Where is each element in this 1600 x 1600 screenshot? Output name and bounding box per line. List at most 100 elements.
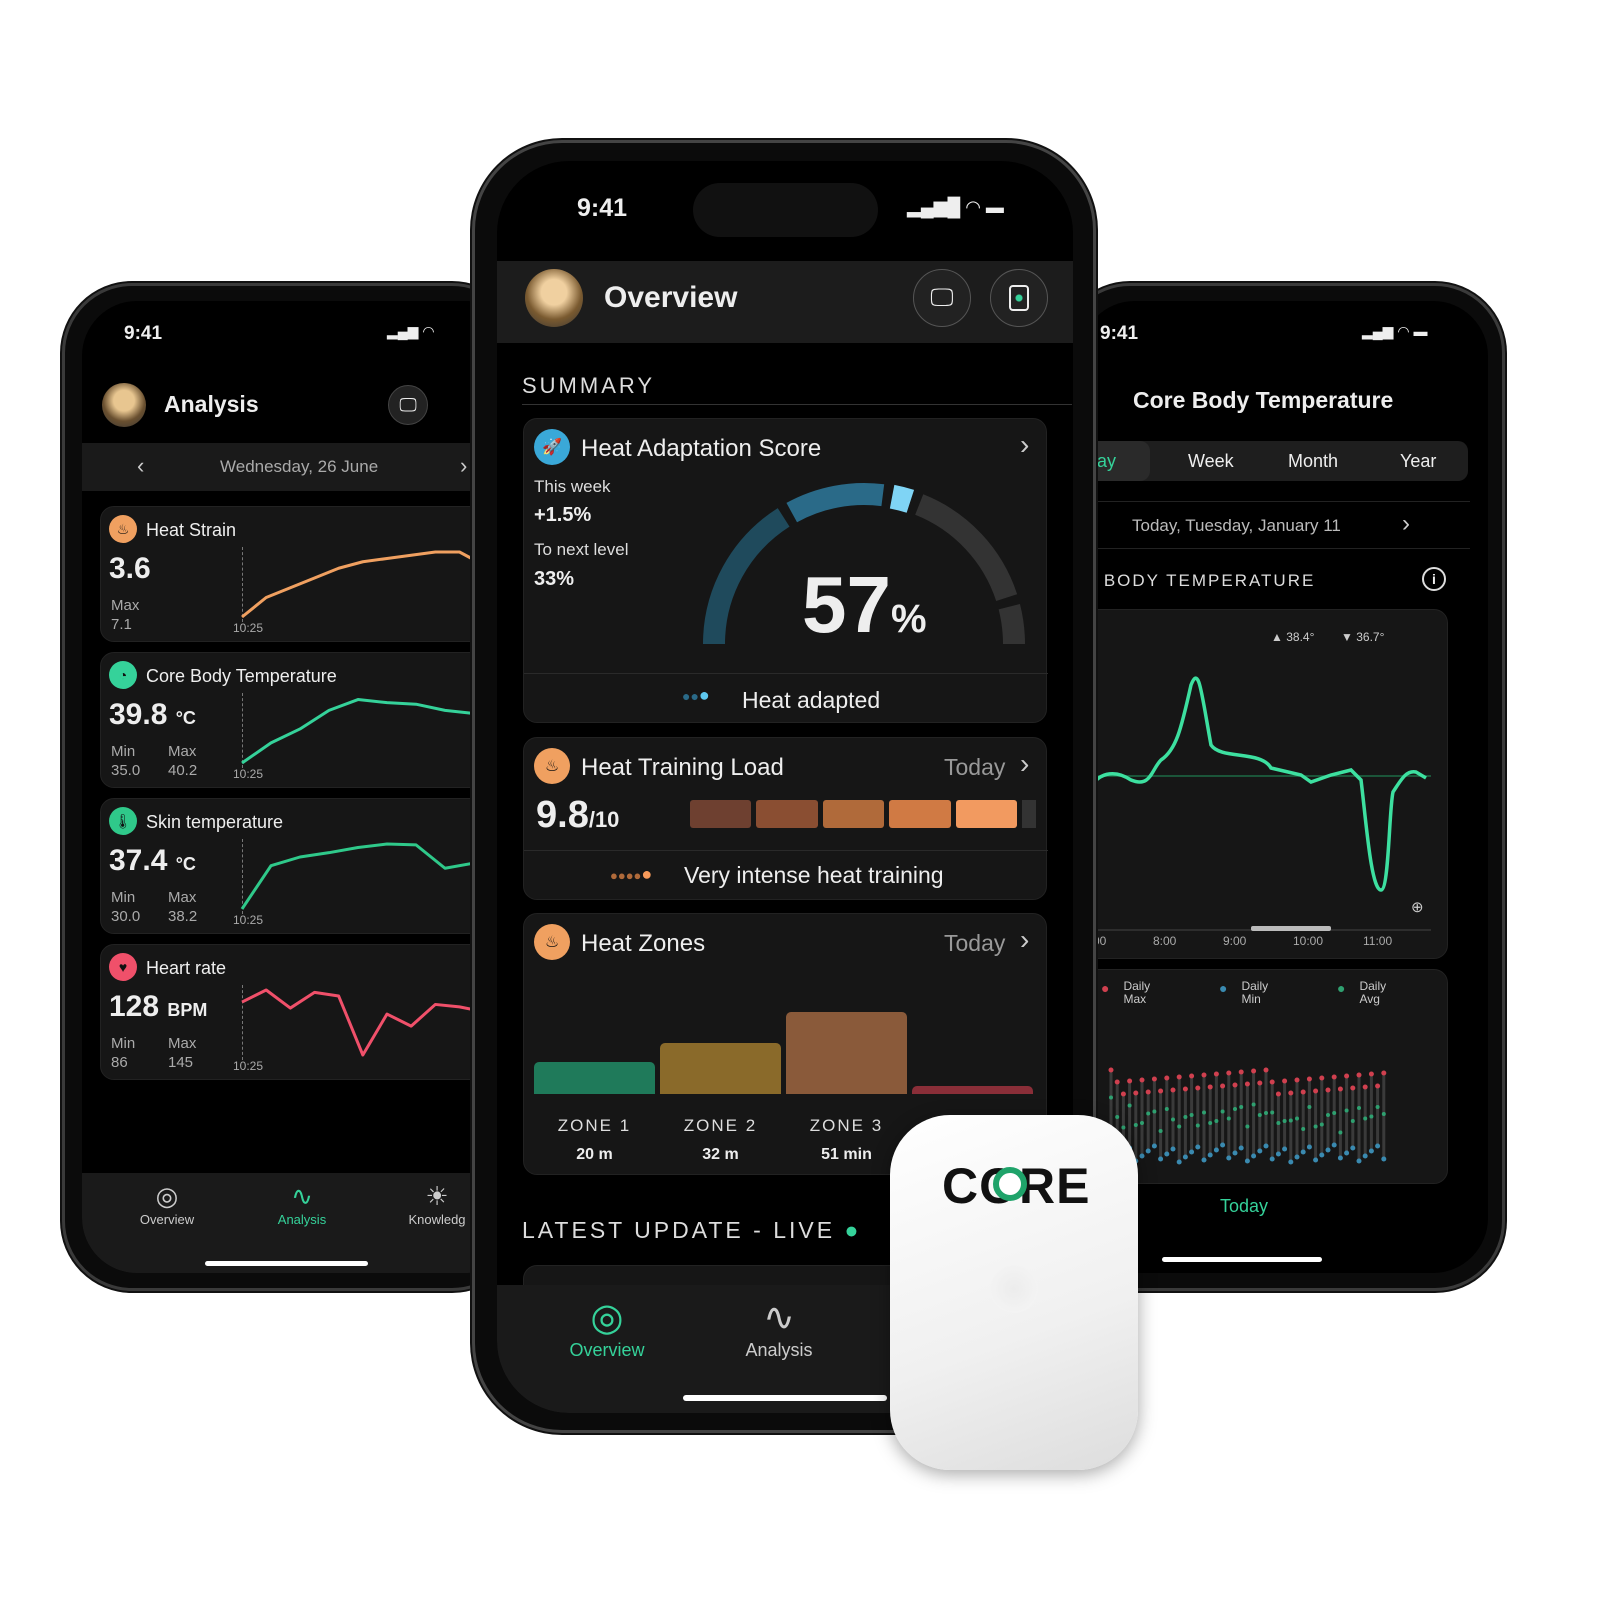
max-point: [1232, 1082, 1238, 1088]
bulb-icon: ☀: [425, 1181, 449, 1211]
next-date-button[interactable]: ›: [460, 453, 468, 478]
min-point: [1325, 1147, 1331, 1153]
section-title: CORE BODY TEMPERATURE: [1080, 571, 1316, 590]
zone-bar: [534, 1061, 655, 1094]
status-time: 9:41: [124, 323, 163, 344]
device-button[interactable]: [990, 269, 1048, 327]
legend-item: ● Daily Min: [1219, 979, 1269, 1006]
nav-analysis[interactable]: ∿ Analysis: [247, 1181, 357, 1227]
left-phone: 9:41 ▂▄▆ ◠ Analysis 🖵 ‹ Wednesday, 26 Ju…: [62, 283, 522, 1291]
avg-point: [1301, 1127, 1306, 1131]
min-point: [1313, 1157, 1319, 1163]
time-label: 10:25: [233, 767, 264, 781]
max-point: [1120, 1091, 1126, 1097]
pulse-icon: ∿: [763, 1297, 795, 1339]
min-point: [1368, 1148, 1374, 1154]
avg-point: [1257, 1113, 1262, 1117]
core-sensor-device: CORE: [890, 1115, 1138, 1470]
avg-point: [1276, 1121, 1281, 1125]
min-point: [1263, 1143, 1269, 1149]
info-icon[interactable]: i: [1422, 567, 1446, 591]
avg-point: [1202, 1110, 1206, 1115]
metric-value: 39.8 °C: [109, 698, 196, 731]
legend-dot: ●: [1101, 980, 1110, 996]
footer-today[interactable]: Today: [1220, 1196, 1269, 1216]
max-point: [1108, 1067, 1114, 1073]
avg-point: [1295, 1116, 1299, 1121]
metric-card[interactable]: ♥ Heart rate 128 BPM Min 86 Max 145 10:25: [100, 944, 519, 1080]
nav-overview[interactable]: ◎ Overview: [112, 1181, 222, 1227]
max-point: [1195, 1085, 1201, 1091]
min-point: [1170, 1146, 1176, 1152]
heat-adaptation-card[interactable]: 🚀 Heat Adaptation Score › This week +1.5…: [523, 418, 1048, 723]
chart-scroll-handle[interactable]: [1251, 926, 1331, 931]
load-segment: [756, 800, 818, 828]
min-point: [1375, 1143, 1381, 1149]
max-point: [1331, 1074, 1337, 1080]
max-point: [1375, 1083, 1381, 1089]
max-point: [1356, 1072, 1362, 1078]
legend-card: ● Daily Max ● Daily Min ● Daily Avg: [1080, 969, 1448, 1184]
min-point: [1275, 1151, 1281, 1157]
zoom-icon[interactable]: ⊕: [1411, 899, 1424, 916]
min-point: [1269, 1156, 1275, 1162]
metric-card[interactable]: ◔ Core Body Temperature 39.8 °C Min 35.0 M…: [100, 652, 519, 788]
next-date-button[interactable]: ›: [1402, 510, 1410, 537]
min-point: [1139, 1153, 1145, 1159]
avg-point: [1326, 1113, 1330, 1117]
summary-label: SUMMARY: [522, 373, 656, 398]
metric-card[interactable]: ♨ Heat Strain 3.6 Max 7.1 10:25: [100, 506, 519, 642]
max-point: [1114, 1079, 1120, 1085]
time-label: 10:25: [233, 621, 264, 635]
max-point: [1294, 1077, 1300, 1083]
avatar[interactable]: [102, 383, 146, 427]
min-point: [1362, 1153, 1368, 1159]
chevron-right-icon[interactable]: ›: [1020, 429, 1030, 460]
gauge-track: [914, 494, 1018, 602]
time-marker: [242, 547, 243, 622]
home-indicator: [1162, 1257, 1322, 1262]
core-temp-icon: ◔: [109, 661, 137, 689]
bottom-nav: ◎ Overview ∿ Analysis ☀ Knowledg: [82, 1173, 519, 1273]
min-point: [1282, 1146, 1288, 1152]
metric-card[interactable]: 🌡 Skin temperature 37.4 °C Min 30.0 Max 38.…: [100, 798, 519, 934]
zone-value: 32 m: [702, 1146, 739, 1163]
stat-max: Max 38.2: [168, 889, 198, 925]
dynamic-island: [1192, 316, 1334, 356]
avg-point: [1214, 1119, 1219, 1123]
avatar[interactable]: [525, 269, 583, 327]
chevron-right-icon[interactable]: ›: [1020, 748, 1030, 779]
max-point: [1275, 1091, 1281, 1097]
avg-point: [1183, 1115, 1188, 1119]
prev-date-button[interactable]: ‹: [137, 453, 145, 478]
avg-point: [1369, 1114, 1374, 1119]
max-point: [1300, 1089, 1306, 1095]
tab-year[interactable]: Year: [1400, 451, 1437, 471]
this-week-label: This week: [534, 477, 611, 496]
monitor-button[interactable]: 🖵: [913, 269, 971, 327]
min-point: [1207, 1152, 1213, 1158]
nav-knowledge[interactable]: ☀ Knowledg: [382, 1181, 492, 1227]
tab-week[interactable]: Week: [1188, 451, 1234, 471]
min-point: [1331, 1142, 1337, 1148]
period-tabs: Day Week Month Year: [1080, 441, 1468, 481]
metric-value: 128 BPM: [109, 990, 208, 1023]
avg-point: [1245, 1124, 1250, 1129]
monitor-button[interactable]: 🖵: [388, 385, 428, 425]
next-level-label: To next level: [534, 540, 629, 559]
max-point: [1251, 1068, 1257, 1074]
signal-icon: ▂▄▆ ◠: [387, 323, 435, 339]
card-title: Heart rate: [146, 958, 227, 978]
nav-analysis[interactable]: ∿ Analysis: [719, 1295, 839, 1361]
target-icon: ◎: [155, 1181, 179, 1211]
avg-point: [1195, 1123, 1200, 1128]
avg-point: [1133, 1123, 1138, 1127]
chevron-right-icon[interactable]: ›: [1020, 924, 1030, 955]
min-point: [1195, 1144, 1201, 1150]
temperature-line-chart: [1081, 676, 1431, 931]
load-segment: [690, 800, 752, 828]
tab-month[interactable]: Month: [1288, 451, 1339, 471]
nav-overview[interactable]: ◎ Overview: [547, 1295, 667, 1361]
heat-training-load-card[interactable]: ♨ Heat Training Load Today › 9.8/10 ●●●●…: [523, 737, 1048, 900]
level-dots: ●●●: [682, 685, 710, 705]
